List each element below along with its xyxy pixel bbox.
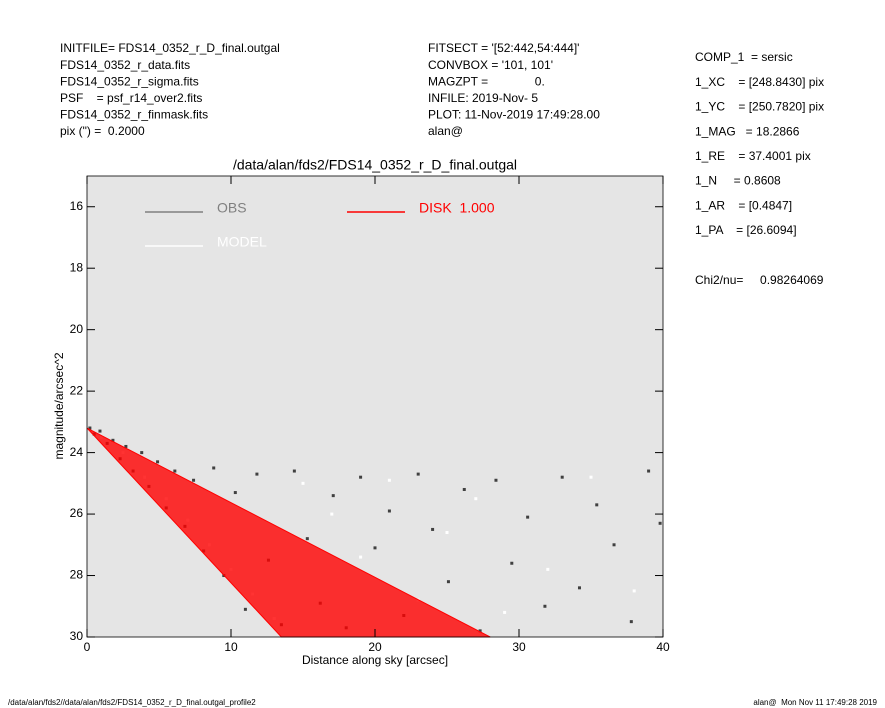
scatter-point [387,509,391,513]
x-tick-label: 20 [368,640,382,654]
header-right-line: 1_PA = [26.6094] [695,223,797,237]
legend-label: OBS [217,200,247,216]
y-tick-label: 28 [70,568,84,582]
x-tick-label: 30 [512,640,526,654]
scatter-point [632,589,636,593]
scatter-point [612,543,616,547]
chi2: Chi2/nu= 0.98264069 [695,273,824,287]
scatter-point [387,478,391,482]
scatter-point [140,451,144,455]
y-tick-label: 24 [70,445,84,459]
y-axis-label: magnitude/arcsec^2 [52,352,66,459]
scatter-point [510,561,514,565]
header-middle-line: MAGZPT = 0. [428,74,545,88]
plot-area [87,176,663,637]
header-middle-line: INFILE: 2019-Nov- 5 [428,91,538,105]
scatter-point [373,546,377,550]
y-tick-label: 22 [70,383,84,397]
scatter-point [292,469,296,473]
header-left-line: FDS14_0352_r_finmask.fits [60,108,208,122]
y-tick-label: 26 [70,506,84,520]
scatter-point [331,494,335,498]
x-tick-label: 10 [224,640,238,654]
scatter-point [330,512,334,516]
header-right-line: 1_AR = [0.4847] [695,198,792,212]
header-left-line: FDS14_0352_r_sigma.fits [60,74,199,88]
x-tick-label: 0 [84,640,91,654]
scatter-point [156,460,160,464]
header-middle-line: FITSECT = '[52:442,54:444]' [428,41,579,55]
scatter-point [474,497,478,501]
scatter-point [301,481,305,485]
scatter-point [494,478,498,482]
header-left-line: INITFILE= FDS14_0352_r_D_final.outgal [60,41,280,55]
scatter-point [255,472,259,476]
scatter-point [359,555,363,559]
scatter-point [88,426,92,430]
header-left-line: pix (") = 0.2000 [60,124,145,138]
scatter-point [629,620,633,624]
scatter-point [647,469,651,473]
x-tick-label: 40 [656,640,670,654]
header-left-line: FDS14_0352_r_data.fits [60,58,190,72]
footer-left: /data/alan/fds2//data/alan/fds2/FDS14_03… [8,698,256,707]
legend-label: MODEL [217,234,267,250]
scatter-point [595,503,599,507]
chart-title: /data/alan/fds2/FDS14_0352_r_D_final.out… [233,157,517,173]
header-right-line: 1_RE = 37.4001 pix [695,149,811,163]
legend-label: DISK 1.000 [419,200,495,216]
scatter-point [233,491,237,495]
scatter-point [243,607,247,611]
scatter-point [359,475,363,479]
scatter-point [462,487,466,491]
scatter-point [445,531,449,535]
scatter-point [560,475,564,479]
scatter-point [111,438,115,442]
header-middle-line: CONVBOX = '101, 101' [428,58,553,72]
scatter-point [124,444,128,448]
scatter-point [658,521,662,525]
x-axis-label: Distance along sky [arcsec] [302,653,448,667]
scatter-point [431,527,435,531]
scatter-point [526,515,530,519]
scatter-point [503,610,507,614]
scatter-point [192,478,196,482]
scatter-point [416,472,420,476]
scatter-point [577,586,581,590]
header-left-line: PSF = psf_r14_over2.fits [60,91,202,105]
y-tick-label: 30 [70,629,84,643]
header-right-line: COMP_1 = sersic [695,50,793,64]
header-middle-line: PLOT: 11-Nov-2019 17:49:28.00 [428,108,600,122]
header-right-line: 1_YC = [250.7820] pix [695,100,824,114]
scatter-point [446,580,450,584]
scatter-point [478,629,482,633]
scatter-point [212,466,216,470]
scatter-point [173,469,177,473]
scatter-point [98,429,102,433]
header-middle-line: alan@ [428,124,463,138]
header-right-line: 1_MAG = 18.2866 [695,124,800,138]
y-tick-label: 16 [70,199,84,213]
header-right-line: 1_XC = [248.8430] pix [695,75,824,89]
footer-right: alan@ Mon Nov 11 17:49:28 2019 [753,698,877,707]
scatter-point [543,604,547,608]
header-right-line: 1_N = 0.8608 [695,174,781,188]
scatter-point [546,567,550,571]
scatter-point [589,475,593,479]
y-tick-label: 20 [70,322,84,336]
scatter-point [305,537,309,541]
y-tick-label: 18 [70,260,84,274]
